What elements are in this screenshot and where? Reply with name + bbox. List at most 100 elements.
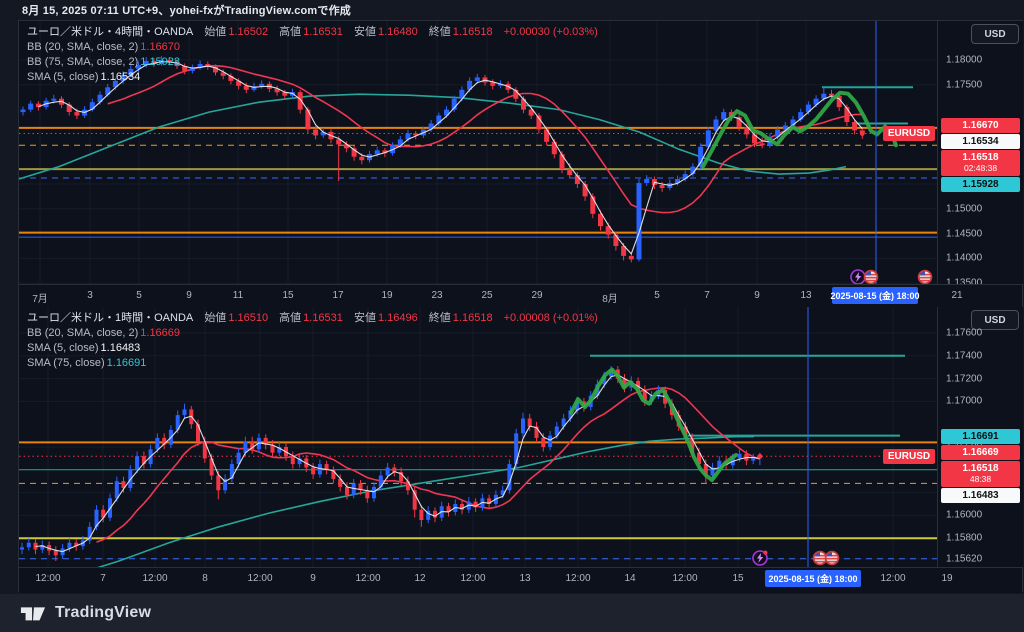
candle bbox=[155, 437, 160, 450]
open-value: 1.16510 bbox=[228, 312, 269, 324]
price-axis-1h[interactable]: USD 1.176001.174001.172001.170001.166001… bbox=[937, 307, 1023, 567]
indicator-row[interactable]: BB (75, SMA, close, 2) 1.15928 bbox=[27, 55, 606, 69]
candle bbox=[473, 501, 478, 508]
candle bbox=[174, 62, 180, 66]
time-tick: 25 bbox=[481, 290, 493, 301]
candle bbox=[628, 255, 634, 260]
price-tick: 1.16000 bbox=[946, 509, 983, 521]
indicator-row[interactable]: BB (20, SMA, close, 2) 1.16670 bbox=[27, 40, 606, 54]
candle bbox=[682, 174, 688, 180]
tradingview-logo-group[interactable]: TradingView bbox=[20, 603, 151, 623]
last-price-dot bbox=[757, 453, 763, 459]
indicator-price-label: 1.15928 bbox=[941, 177, 1020, 192]
candle bbox=[613, 234, 619, 246]
price-tick: 1.18000 bbox=[946, 54, 983, 66]
candle bbox=[197, 64, 203, 68]
green-annotation-curve[interactable] bbox=[701, 90, 898, 169]
current-price-label: 1.16518 02:48:38 bbox=[941, 150, 1020, 176]
candle bbox=[536, 115, 542, 130]
legend-main-row[interactable]: ユーロ／米ドル・4時間・OANDA 始値 1.16502 高値 1.16531 安値… bbox=[27, 25, 606, 39]
indicator-value: 1.16669 bbox=[140, 327, 181, 339]
green-annotation-curve[interactable] bbox=[569, 367, 738, 482]
time-tick: 9 bbox=[754, 290, 760, 301]
candle bbox=[813, 98, 819, 105]
legend-main-row[interactable]: ユーロ／米ドル・1時間・OANDA 始値 1.16510 高値 1.16531 安値… bbox=[27, 311, 606, 325]
time-axis-1h[interactable]: 2025-08-15 (金) 18:00 12:00 7 12:00 8 12:00 9 1… bbox=[19, 567, 1022, 593]
price-axis-4h[interactable]: USD 1.180001.175001.155001.150001.145001… bbox=[937, 21, 1023, 289]
indicator-value: 1.16534 bbox=[100, 71, 141, 83]
candle bbox=[305, 109, 311, 130]
candle bbox=[790, 119, 796, 126]
price-tick: 1.17500 bbox=[946, 79, 983, 91]
chart-pane-1h[interactable]: ユーロ／米ドル・1時間・OANDA 始値 1.16510 高値 1.16531 安値… bbox=[19, 307, 937, 575]
candle bbox=[236, 80, 242, 86]
indicator-row[interactable]: BB (20, SMA, close, 2) 1.16669 bbox=[27, 326, 606, 340]
time-tick: 12 bbox=[414, 573, 426, 584]
candle bbox=[250, 441, 255, 450]
price-tick: 1.14500 bbox=[946, 228, 983, 240]
tradingview-logo-icon bbox=[20, 607, 46, 621]
candle bbox=[141, 456, 146, 465]
candle bbox=[196, 424, 200, 442]
candle bbox=[705, 130, 711, 147]
indicator-row[interactable]: SMA (5, close) 1.16534 bbox=[27, 70, 606, 84]
candle bbox=[331, 469, 336, 479]
economic-event-important-icon[interactable] bbox=[752, 550, 768, 566]
candle bbox=[372, 486, 376, 499]
candle bbox=[642, 390, 647, 402]
economic-event-us-flag-icon[interactable] bbox=[863, 269, 879, 285]
candle bbox=[351, 148, 357, 157]
candle bbox=[527, 418, 532, 427]
time-axis-4h[interactable]: 2025-08-15 (金) 18:00 7月 3 5 9 11 15 17 19 23 25 29… bbox=[19, 284, 1022, 307]
candlestick-canvas-4h[interactable] bbox=[18, 21, 961, 285]
candle bbox=[97, 94, 103, 103]
time-tick: 23 bbox=[431, 290, 443, 301]
candle bbox=[324, 464, 329, 470]
candle bbox=[582, 184, 588, 197]
time-tick: 29 bbox=[531, 290, 543, 301]
time-tick: 19 bbox=[941, 573, 953, 584]
time-tick: 14 bbox=[624, 573, 636, 584]
time-tick: 13 bbox=[519, 573, 531, 584]
candle bbox=[698, 146, 704, 167]
economic-event-us-flag-icon[interactable] bbox=[824, 550, 840, 566]
candle bbox=[94, 509, 99, 527]
chart-pane-4h[interactable]: ユーロ／米ドル・4時間・OANDA 始値 1.16502 高値 1.16531 安値… bbox=[18, 21, 961, 285]
high-label: 高値 bbox=[279, 26, 302, 38]
candle bbox=[229, 464, 234, 479]
candle bbox=[622, 378, 627, 388]
candlestick-canvas-1h[interactable] bbox=[19, 307, 937, 575]
candle bbox=[166, 60, 172, 63]
last-price-dot bbox=[859, 131, 865, 136]
candle bbox=[320, 131, 326, 136]
candle bbox=[500, 490, 505, 495]
indicator-price-label: 1.16534 bbox=[941, 134, 1020, 149]
candle bbox=[775, 129, 781, 137]
candle bbox=[782, 125, 788, 130]
indicator-row[interactable]: SMA (75, close) 1.16691 bbox=[27, 356, 606, 370]
indicator-row[interactable]: SMA (5, close) 1.16483 bbox=[27, 341, 606, 355]
close-label: 終値 bbox=[428, 312, 451, 324]
time-tick: 11 bbox=[232, 290, 244, 301]
candle bbox=[313, 129, 319, 136]
candle bbox=[521, 418, 525, 434]
candle bbox=[590, 196, 596, 214]
time-tick: 13 bbox=[800, 290, 812, 301]
time-tick: 7月 bbox=[32, 294, 48, 305]
indicator-value: 1.16483 bbox=[100, 342, 141, 354]
candle bbox=[548, 435, 553, 447]
candle bbox=[151, 61, 157, 64]
candle bbox=[798, 112, 804, 120]
legend-4h: ユーロ／米ドル・4時間・OANDA 始値 1.16502 高値 1.16531 安値… bbox=[27, 25, 606, 85]
candle bbox=[251, 86, 257, 90]
candle bbox=[28, 103, 34, 110]
currency-button[interactable]: USD bbox=[971, 310, 1019, 330]
economic-event-us-flag-icon[interactable] bbox=[917, 269, 933, 285]
time-tick: 9 bbox=[186, 290, 192, 301]
currency-button[interactable]: USD bbox=[971, 24, 1019, 44]
candle bbox=[175, 415, 180, 430]
economic-event-important-icon[interactable] bbox=[850, 269, 866, 285]
candle bbox=[554, 426, 559, 436]
price-tick: 1.17000 bbox=[946, 395, 983, 407]
candle bbox=[216, 475, 221, 491]
